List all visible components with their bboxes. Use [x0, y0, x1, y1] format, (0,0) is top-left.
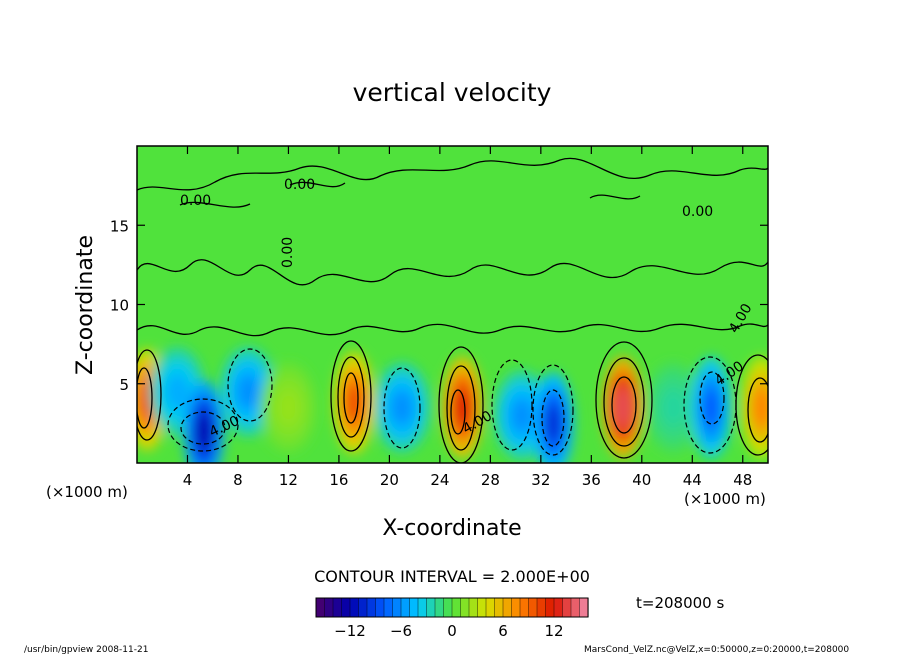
colorbar-tick-label: −12	[334, 622, 366, 640]
colorbar-swatch	[545, 597, 555, 618]
colorbar-swatch	[400, 597, 411, 618]
colorbar-ticks: −12 −6 0 6 12	[334, 622, 563, 640]
x-axis-label: X-coordinate	[382, 516, 521, 541]
colorbar-swatch	[409, 597, 419, 618]
x-axis-ticks: 4 8 12 16 20 24 28 32 36 40 44 48	[183, 146, 752, 489]
contour-interval-text: CONTOUR INTERVAL = 2.000E+00	[314, 567, 590, 586]
colorbar-swatch	[468, 597, 479, 618]
chart-title: vertical velocity	[353, 78, 552, 107]
colorbar-swatch	[383, 597, 394, 618]
x-tick-label: 40	[632, 471, 651, 489]
colorbar-swatch	[519, 597, 530, 618]
colorbar-swatch	[324, 597, 334, 618]
colorbar-frame	[315, 597, 589, 618]
x-tick-label: 44	[683, 471, 702, 489]
colorbar-swatch	[358, 597, 368, 618]
x-tick-label: 24	[430, 471, 449, 489]
x-tick-label: 48	[733, 471, 752, 489]
colorbar-swatch	[332, 597, 343, 618]
y-axis-ticks: 5 10 15	[110, 217, 768, 394]
velocity-cell	[510, 397, 534, 434]
colorbar-swatch	[426, 597, 436, 618]
contour-label: 0.00	[682, 204, 713, 220]
x-tick-label: 20	[380, 471, 399, 489]
colorbar-swatch	[349, 597, 360, 618]
colorbar-tick-label: −6	[390, 622, 412, 640]
colorbar-swatch	[536, 597, 547, 618]
velocity-cell	[195, 411, 212, 452]
x-tick-label: 16	[329, 471, 348, 489]
colorbar-swatch	[460, 597, 470, 618]
colorbar-swatch	[341, 597, 351, 618]
x-tick-label: 28	[481, 471, 500, 489]
dashed-contours-layer	[167, 348, 737, 456]
colorbar-swatch	[562, 597, 572, 618]
x-unit-right: (×1000 m)	[684, 490, 766, 508]
x-tick-label: 36	[582, 471, 601, 489]
velocity-cell	[236, 373, 260, 410]
velocity-cell	[703, 387, 720, 428]
velocity-cell	[454, 387, 471, 428]
colorbar-tick-label: 12	[544, 622, 563, 640]
velocity-cell	[166, 373, 189, 410]
colorbar-swatch	[366, 597, 377, 618]
footer-left: /usr/bin/gpview 2008-11-21	[24, 645, 148, 654]
y-axis-label: Z-coordinate	[73, 235, 98, 375]
colorbar-swatch	[579, 597, 589, 618]
colorbar-swatch	[511, 597, 521, 618]
colorbar-swatch	[315, 597, 326, 618]
colorbar-swatch	[553, 597, 564, 618]
x-tick-label: 8	[233, 471, 243, 489]
footer-right: MarsCond_VelZ.nc@VelZ,x=0:50000,z=0:2000…	[584, 645, 849, 654]
velocity-cell	[545, 403, 562, 444]
contour-label: 0.00	[284, 177, 315, 193]
velocity-cell	[662, 389, 685, 426]
time-label: t=208000 s	[636, 594, 724, 612]
x-tick-label: 4	[183, 471, 193, 489]
y-tick-label: 15	[110, 217, 129, 235]
colorbar-swatch	[392, 597, 402, 618]
velocity-cell	[390, 389, 414, 426]
y-tick-label: 10	[110, 297, 129, 315]
colorbar	[315, 597, 589, 618]
contour-lines-layer	[137, 157, 768, 463]
contour-label: 0.00	[280, 237, 296, 268]
x-tick-label: 12	[279, 471, 298, 489]
y-tick-label: 5	[119, 376, 129, 394]
colorbar-swatch	[485, 597, 496, 618]
colorbar-swatch	[502, 597, 513, 618]
colorbar-swatch	[494, 597, 504, 618]
velocity-cell	[345, 382, 363, 424]
colorbar-swatch	[443, 597, 453, 618]
velocity-cell	[753, 387, 768, 428]
colorbar-swatch	[528, 597, 538, 618]
colorbar-swatch	[417, 597, 428, 618]
colorbar-swatch	[451, 597, 462, 618]
colorbar-tick-label: 0	[447, 622, 457, 640]
velocity-cell	[614, 387, 631, 428]
colorbar-swatch	[477, 597, 487, 618]
colorbar-swatch	[570, 597, 581, 618]
colorbar-tick-label: 6	[498, 622, 508, 640]
x-unit-left: (×1000 m)	[46, 483, 128, 501]
colorbar-swatch	[434, 597, 445, 618]
velocity-cell	[277, 389, 300, 426]
contour-label: 0.00	[180, 193, 211, 209]
x-tick-label: 32	[531, 471, 550, 489]
colorbar-swatch	[375, 597, 385, 618]
